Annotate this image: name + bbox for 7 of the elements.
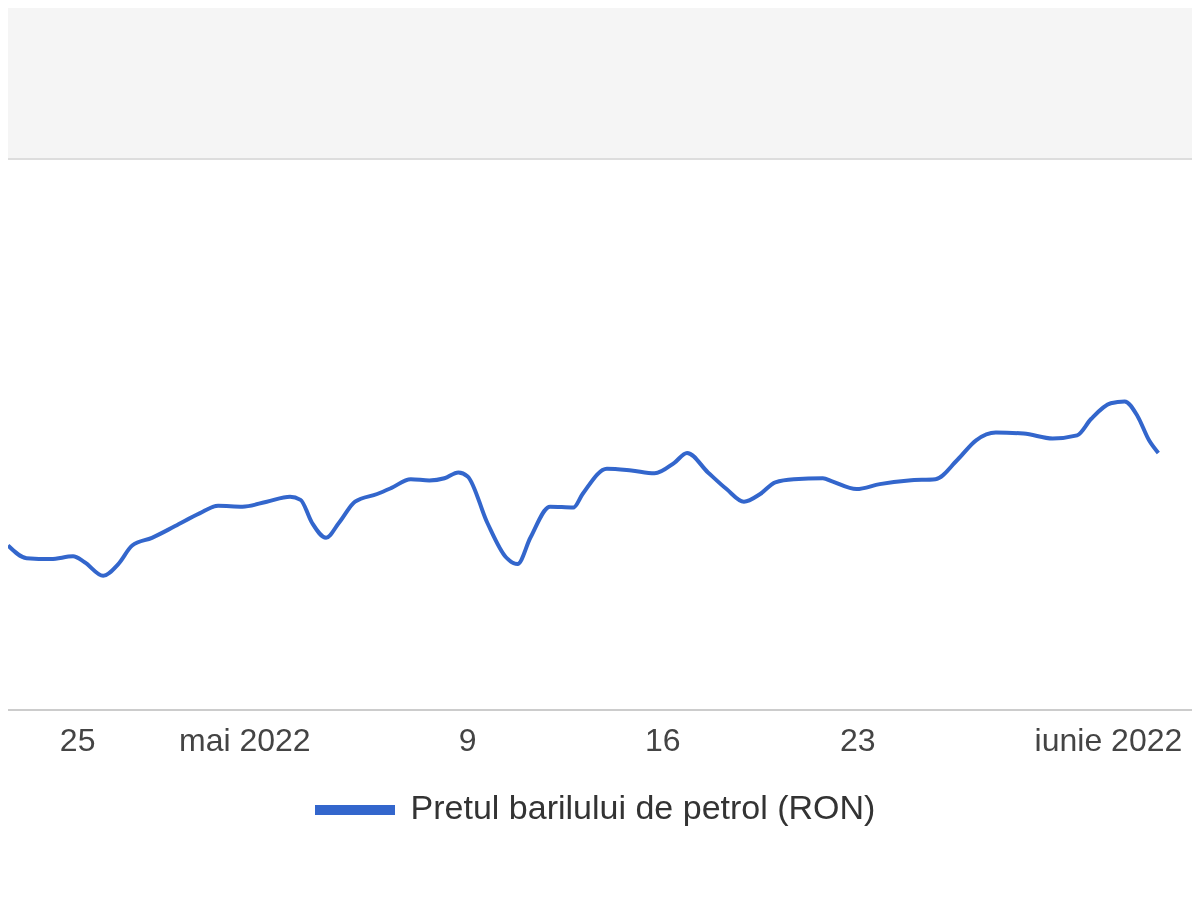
x-tick-label: 25 — [59, 721, 96, 758]
x-tick-label: iunie 2022 — [1034, 721, 1183, 758]
x-tick-label: mai 2022 — [178, 721, 311, 758]
x-tick-label: 16 — [644, 721, 681, 758]
x-tick-label: 9 — [458, 721, 477, 758]
legend-label: Pretul barilului de petrol (RON) — [410, 787, 876, 826]
x-tick-label: 23 — [839, 721, 876, 758]
